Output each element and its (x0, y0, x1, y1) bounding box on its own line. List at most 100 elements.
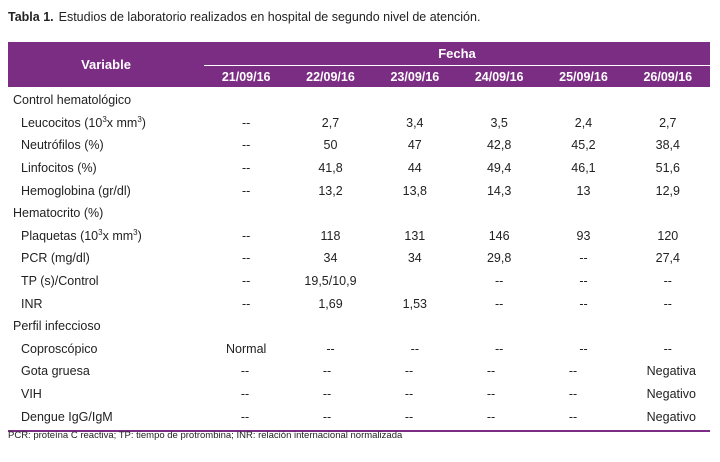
label-text: Hemoglobina (gr/dl) (21, 183, 131, 198)
label-text: ) (137, 228, 142, 243)
value-cell: -- (579, 274, 588, 289)
value-cell: -- (242, 251, 251, 266)
caption-label: Tabla 1. (8, 10, 54, 24)
value-cell: Negativa (646, 364, 696, 379)
superscript: 3 (137, 114, 142, 124)
date-header: 26/09/16 (643, 69, 693, 84)
value-cell: -- (242, 161, 251, 176)
label-text: ) (141, 115, 146, 130)
value-cell: -- (486, 409, 496, 424)
row-label: Gota gruesa (8, 364, 204, 378)
section-row: Control hematológico (8, 89, 710, 112)
value-cell: -- (404, 364, 414, 379)
value-cell: -- (663, 296, 672, 311)
date-header: 24/09/16 (474, 69, 524, 84)
value-cell: 14,3 (486, 183, 512, 198)
row-label: Neutrófilos (%) (8, 138, 204, 152)
superscript: 3 (98, 227, 103, 237)
row-label: Coproscópico (8, 342, 204, 356)
value-cell: -- (486, 364, 496, 379)
value-cell: Negativo (646, 387, 696, 402)
superscript: 3 (133, 227, 138, 237)
table-row: Plaquetas (103x mm3) -- 118 131 146 93 120 (8, 225, 710, 248)
value-cell: 38,4 (655, 138, 680, 153)
table-row: Coproscópico Normal -- -- -- -- -- (8, 338, 710, 361)
value-cell: 2,4 (574, 115, 593, 130)
label-text: Neutrófilos (%) (21, 138, 104, 153)
table-footnote: PCR: proteína C reactiva; TP: tiempo de … (8, 430, 403, 441)
label-text: VIH (21, 387, 42, 402)
label-text: TP (s)/Control (21, 274, 99, 289)
table-row: Neutrófilos (%) -- 50 47 42,8 45,2 38,4 (8, 134, 710, 157)
table-row: PCR (mg/dl) -- 34 34 29,8 -- 27,4 (8, 247, 710, 270)
value-cell: 34 (407, 251, 422, 266)
value-cell: -- (322, 364, 332, 379)
label-text: x mm (106, 115, 138, 130)
row-label: VIH (8, 387, 204, 401)
value-cell: -- (404, 387, 414, 402)
table-row: Linfocitos (%) -- 41,8 44 49,4 46,1 51,6 (8, 157, 710, 180)
value-cell: -- (240, 364, 250, 379)
value-cell: Normal (226, 341, 267, 356)
value-cell: 42,8 (486, 138, 512, 153)
lab-results-table: Variable Fecha 21/09/16 22/09/16 23/09/1… (8, 42, 710, 432)
label-text: Dengue IgG/IgM (21, 409, 113, 424)
row-label: Hemoglobina (gr/dl) (8, 184, 204, 198)
value-cell: -- (322, 387, 332, 402)
value-cell: -- (663, 274, 672, 289)
caption-text: Estudios de laboratorio realizados en ho… (58, 10, 481, 24)
value-cell: 2,7 (321, 115, 340, 130)
row-label: PCR (mg/dl) (8, 251, 204, 265)
value-cell: -- (242, 296, 251, 311)
value-cell: 45,2 (571, 138, 596, 153)
table-row: Hemoglobina (gr/dl) -- 13,2 13,8 14,3 13 12,9 (8, 179, 710, 202)
value-cell: 47 (407, 138, 422, 153)
value-cell: -- (579, 341, 588, 356)
value-cell: 34 (323, 251, 338, 266)
value-cell: -- (326, 341, 335, 356)
value-cell: 41,8 (318, 161, 343, 176)
label-text: x mm (102, 228, 134, 243)
superscript: 3 (102, 114, 107, 124)
value-cell: -- (494, 341, 504, 356)
label-text: Linfocitos (%) (21, 161, 97, 176)
value-cell: -- (579, 296, 588, 311)
value-cell: 27,4 (655, 251, 680, 266)
section-row: Perfil infeccioso (8, 315, 710, 338)
date-header-row: 21/09/16 22/09/16 23/09/16 24/09/16 25/0… (204, 66, 710, 87)
value-cell: Negativo (646, 409, 696, 424)
date-header: 22/09/16 (306, 69, 355, 84)
value-cell: 146 (488, 228, 510, 243)
value-cell: -- (242, 228, 251, 243)
label-text: Gota gruesa (21, 364, 90, 379)
row-label: TP (s)/Control (8, 274, 204, 288)
table-header: Variable Fecha 21/09/16 22/09/16 23/09/1… (8, 42, 710, 87)
section-row: Hematocrito (%) (8, 202, 710, 225)
value-cell: 13,8 (402, 183, 427, 198)
fecha-column-header: Fecha (204, 42, 710, 66)
value-cell: 3,5 (490, 115, 508, 130)
row-label: INR (8, 297, 204, 311)
label-text: Coproscópico (21, 341, 98, 356)
value-cell: 2,7 (659, 115, 677, 130)
value-cell: 1,53 (402, 296, 427, 311)
label-text: Plaquetas (10 (21, 228, 99, 243)
value-cell: -- (242, 183, 251, 198)
table-row: VIH -- -- -- -- -- Negativo (8, 383, 710, 406)
value-cell: -- (242, 138, 251, 153)
row-label: Leucocitos (103x mm3) (8, 114, 204, 130)
section-label: Control hematológico (13, 93, 132, 108)
value-cell: 50 (323, 138, 338, 153)
date-header: 21/09/16 (221, 69, 271, 84)
value-cell: -- (242, 274, 251, 289)
value-cell: 19,5/10,9 (304, 274, 357, 289)
value-cell: 93 (576, 228, 591, 243)
value-cell: 13,2 (318, 183, 343, 198)
value-cell: -- (242, 115, 251, 130)
value-cell: -- (240, 387, 250, 402)
value-cell: 12,9 (655, 183, 680, 198)
table-body: Control hematológico Leucocitos (103x mm3… (8, 87, 710, 430)
value-cell: 118 (320, 228, 341, 243)
value-cell: 29,8 (486, 251, 512, 266)
value-cell: -- (494, 296, 504, 311)
